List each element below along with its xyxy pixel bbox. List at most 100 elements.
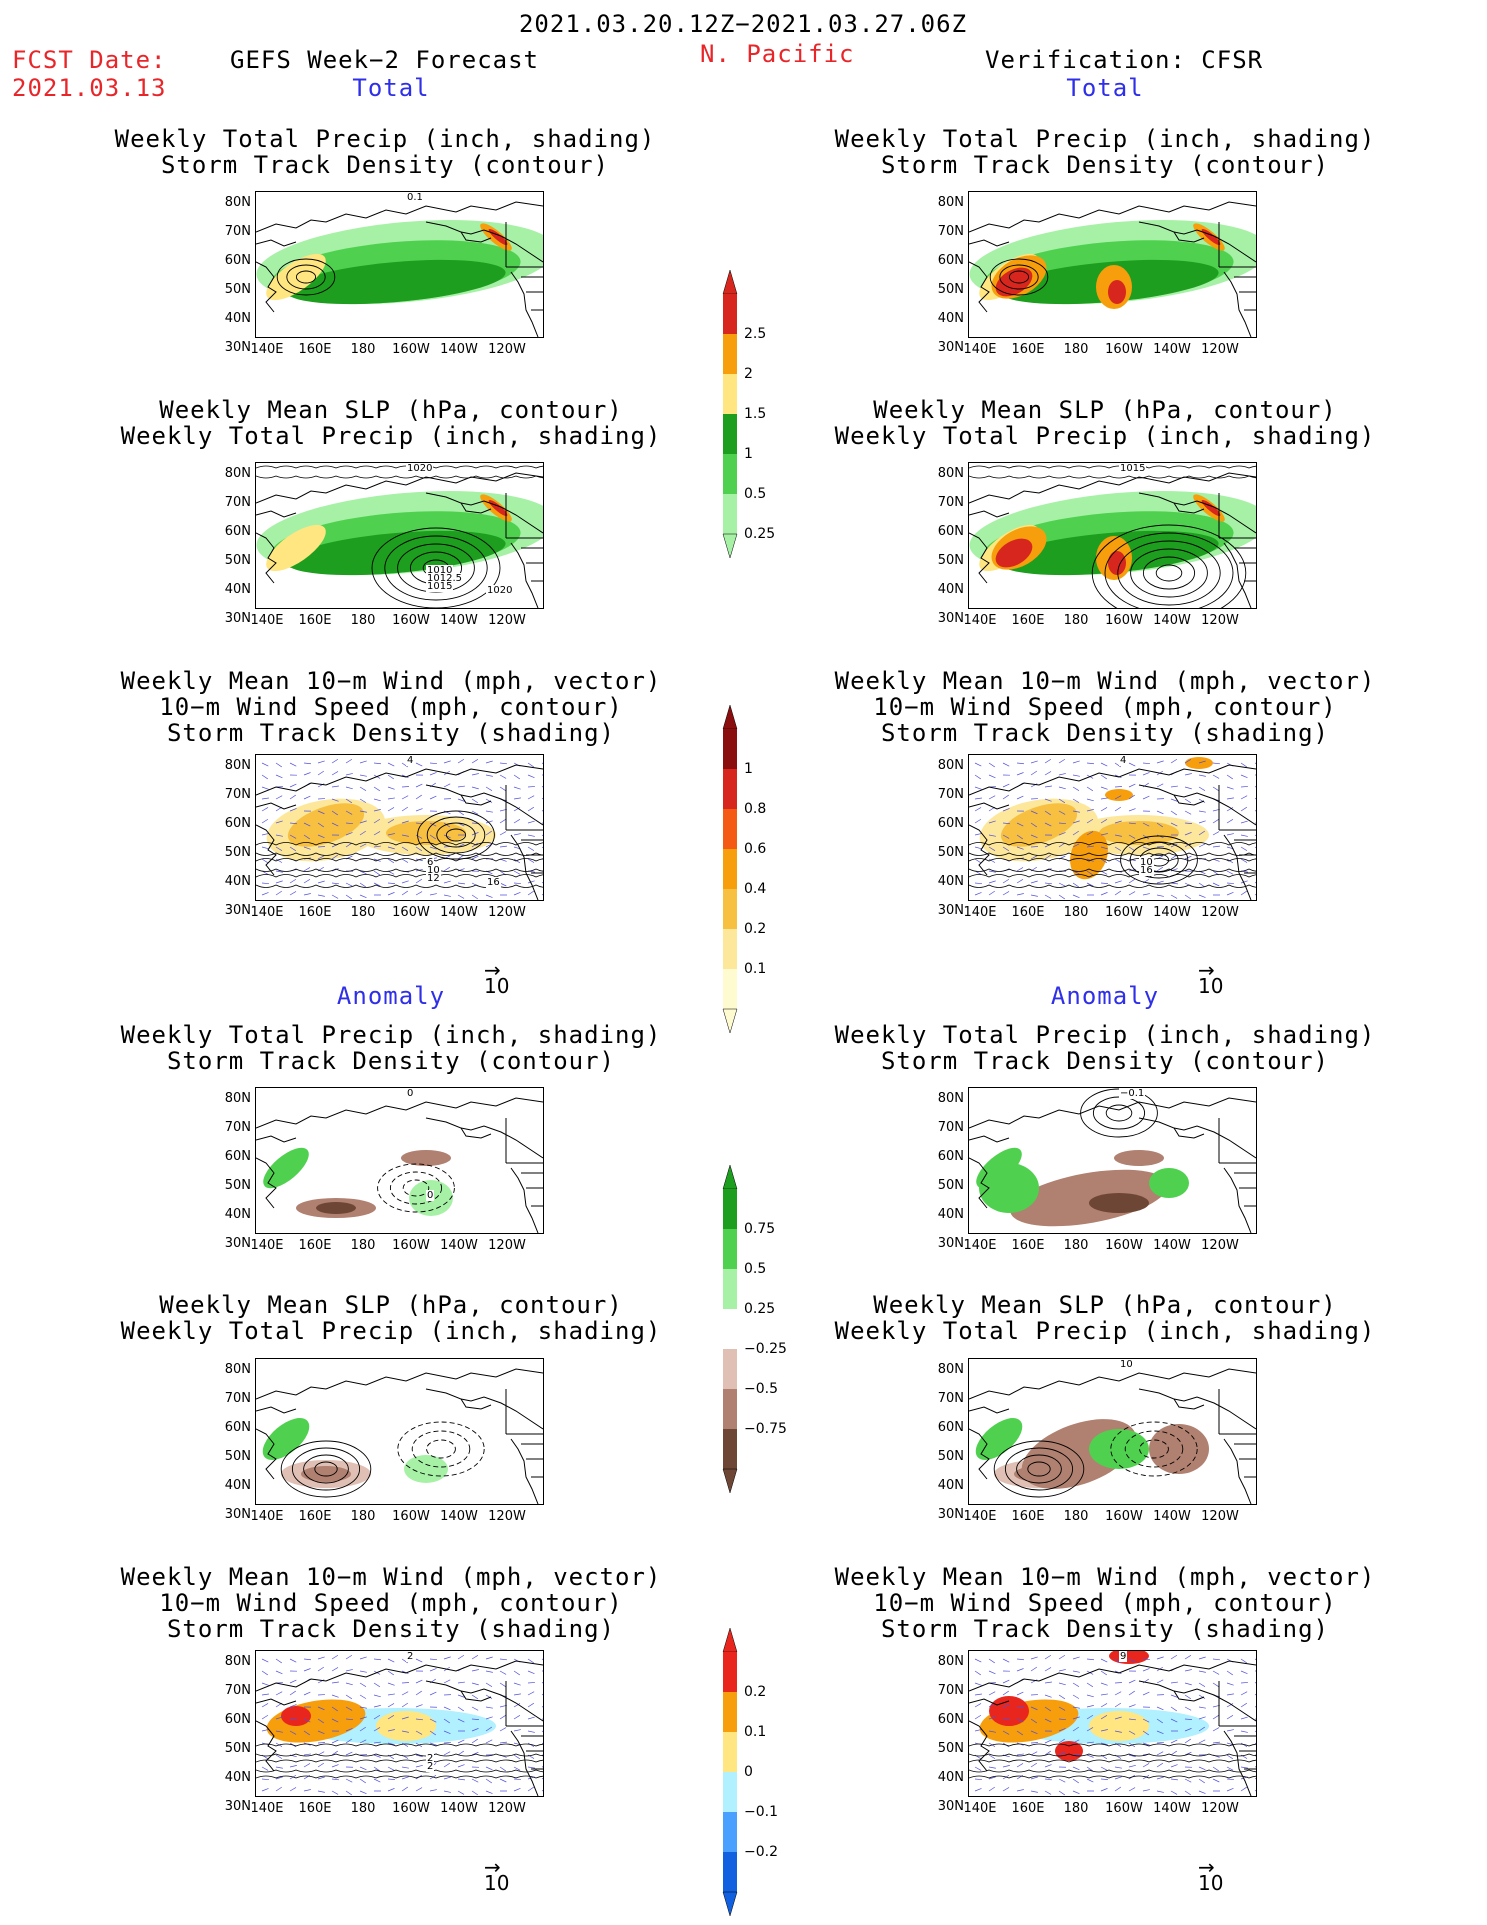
map-panel-v-slp-anom: 10 xyxy=(968,1358,1257,1505)
lon-tick-label: 160E xyxy=(1011,1801,1045,1816)
lat-tick-label: 40N xyxy=(937,582,964,597)
lon-tick-label: 160E xyxy=(1011,1509,1045,1524)
lat-tick-label: 60N xyxy=(224,253,251,268)
lon-tick-label: 140W xyxy=(440,613,478,628)
colorbar-label: 0.1 xyxy=(744,1724,767,1740)
map-plot-f-slp-anom xyxy=(256,1368,543,1504)
vector-ref-f-total-label: 10 xyxy=(484,974,510,998)
lat-tick-label: 80N xyxy=(937,1362,964,1377)
colorbar-label: 1.5 xyxy=(744,406,767,422)
colorbar-storm_anom xyxy=(722,1628,738,1916)
lon-tick-label: 120W xyxy=(488,342,526,357)
lat-tick-label: 80N xyxy=(224,466,251,481)
map-panel-v-slp-total: 1015 xyxy=(968,462,1257,609)
lon-tick-label: 160E xyxy=(298,613,332,628)
title-f-precip-anom: Weekly Total Precip (inch, shading) Storm… xyxy=(120,1021,662,1075)
lat-tick-label: 80N xyxy=(937,758,964,773)
lat-tick-label: 50N xyxy=(937,1741,964,1756)
contour-label: 9 xyxy=(1119,1651,1128,1662)
lat-tick-label: 80N xyxy=(224,195,251,210)
lon-tick-label: 140E xyxy=(250,613,284,628)
lat-tick-label: 70N xyxy=(224,495,251,510)
lon-tick-label: 140W xyxy=(440,1238,478,1253)
lon-tick-label: 160E xyxy=(1011,905,1045,920)
lon-tick-label: 140W xyxy=(1153,613,1191,628)
lat-tick-label: 50N xyxy=(937,282,964,297)
lon-tick-label: 140W xyxy=(1153,342,1191,357)
lon-tick-label: 120W xyxy=(488,1801,526,1816)
title-v-slp-anom: Weekly Mean SLP (hPa, contour) Weekly Tot… xyxy=(834,1291,1376,1345)
lon-tick-label: 160W xyxy=(392,342,430,357)
lon-tick-label: 140E xyxy=(250,905,284,920)
colorbar-label: 0.25 xyxy=(744,1301,776,1317)
lat-tick-label: 60N xyxy=(224,1712,251,1727)
lat-tick-label: 70N xyxy=(224,787,251,802)
colorbar-label: −0.5 xyxy=(744,1381,778,1397)
colorbar-label: 0.6 xyxy=(744,841,767,857)
colorbar-label: −0.1 xyxy=(744,1804,778,1820)
title-f-wind-total: Weekly Mean 10−m Wind (mph, vector) 10−m … xyxy=(120,667,662,747)
map-plot-v-wind-total xyxy=(969,757,1256,900)
lat-tick-label: 50N xyxy=(937,1449,964,1464)
lon-tick-label: 160W xyxy=(1105,1801,1143,1816)
lon-tick-label: 120W xyxy=(488,613,526,628)
lat-tick-label: 60N xyxy=(224,1149,251,1164)
colorbar-label: 0 xyxy=(744,1764,753,1780)
lat-tick-label: 30N xyxy=(224,1799,251,1814)
title-v-precip-anom: Weekly Total Precip (inch, shading) Storm… xyxy=(834,1021,1376,1075)
colorbar-label: 0.8 xyxy=(744,801,767,817)
title-v-wind-anom: Weekly Mean 10−m Wind (mph, vector) 10−m … xyxy=(834,1563,1376,1643)
lon-tick-label: 140E xyxy=(250,1238,284,1253)
forecast-label: GEFS Week−2 Forecast xyxy=(230,46,539,74)
lon-tick-label: 120W xyxy=(488,1238,526,1253)
lon-tick-label: 160E xyxy=(1011,613,1045,628)
contour-label: 12 xyxy=(426,873,441,884)
lon-tick-label: 140E xyxy=(963,1238,997,1253)
date-range-title: 2021.03.20.12Z−2021.03.27.06Z xyxy=(518,10,968,38)
contour-label: 6 xyxy=(426,857,435,868)
colorbar-label: 0.75 xyxy=(744,1221,776,1237)
lon-tick-label: 120W xyxy=(1201,1238,1239,1253)
lat-tick-label: 50N xyxy=(224,282,251,297)
contour-label: 1012.5 xyxy=(426,573,463,584)
colorbar-label: 0.2 xyxy=(744,1684,767,1700)
lon-tick-label: 140E xyxy=(963,342,997,357)
colorbar-label: 0.5 xyxy=(744,1261,767,1277)
lat-tick-label: 70N xyxy=(937,495,964,510)
title-f-slp-total: Weekly Mean SLP (hPa, contour) Weekly Tot… xyxy=(120,396,662,450)
lon-tick-label: 180 xyxy=(1063,1238,1089,1253)
contour-label: 0 xyxy=(426,1190,435,1201)
colorbar-label: 2 xyxy=(744,366,753,382)
contour-label: 1010 xyxy=(426,565,454,576)
lat-tick-label: 70N xyxy=(224,1120,251,1135)
colorbar-label: 0.25 xyxy=(744,526,776,542)
lat-tick-label: 30N xyxy=(224,1507,251,1522)
contour-label: 16 xyxy=(1139,865,1154,876)
lat-tick-label: 80N xyxy=(224,1091,251,1106)
vector-ref-v-total-label: 10 xyxy=(1198,974,1224,998)
lon-tick-label: 120W xyxy=(1201,905,1239,920)
lon-tick-label: 160E xyxy=(298,905,332,920)
lat-tick-label: 40N xyxy=(937,1770,964,1785)
region-label: N. Pacific xyxy=(700,40,855,68)
lat-tick-label: 50N xyxy=(937,1178,964,1193)
lat-tick-label: 40N xyxy=(224,1207,251,1222)
lon-tick-label: 180 xyxy=(1063,342,1089,357)
lon-tick-label: 160W xyxy=(392,905,430,920)
lon-tick-label: 140W xyxy=(440,342,478,357)
map-plot-v-slp-total xyxy=(969,465,1256,608)
lat-tick-label: 30N xyxy=(937,1799,964,1814)
contour-label: 16 xyxy=(486,877,501,888)
colorbar-label: −0.2 xyxy=(744,1844,778,1860)
lat-tick-label: 50N xyxy=(224,1741,251,1756)
contour-label: 1015 xyxy=(426,581,454,592)
lat-tick-label: 40N xyxy=(224,1478,251,1493)
contour-label: 0 xyxy=(406,1088,415,1099)
lon-tick-label: 120W xyxy=(1201,613,1239,628)
lat-tick-label: 60N xyxy=(224,1420,251,1435)
lon-tick-label: 160E xyxy=(298,342,332,357)
lon-tick-label: 120W xyxy=(488,1509,526,1524)
lat-tick-label: 80N xyxy=(224,1362,251,1377)
contour-label: 2 xyxy=(406,1651,415,1662)
lon-tick-label: 160W xyxy=(392,613,430,628)
